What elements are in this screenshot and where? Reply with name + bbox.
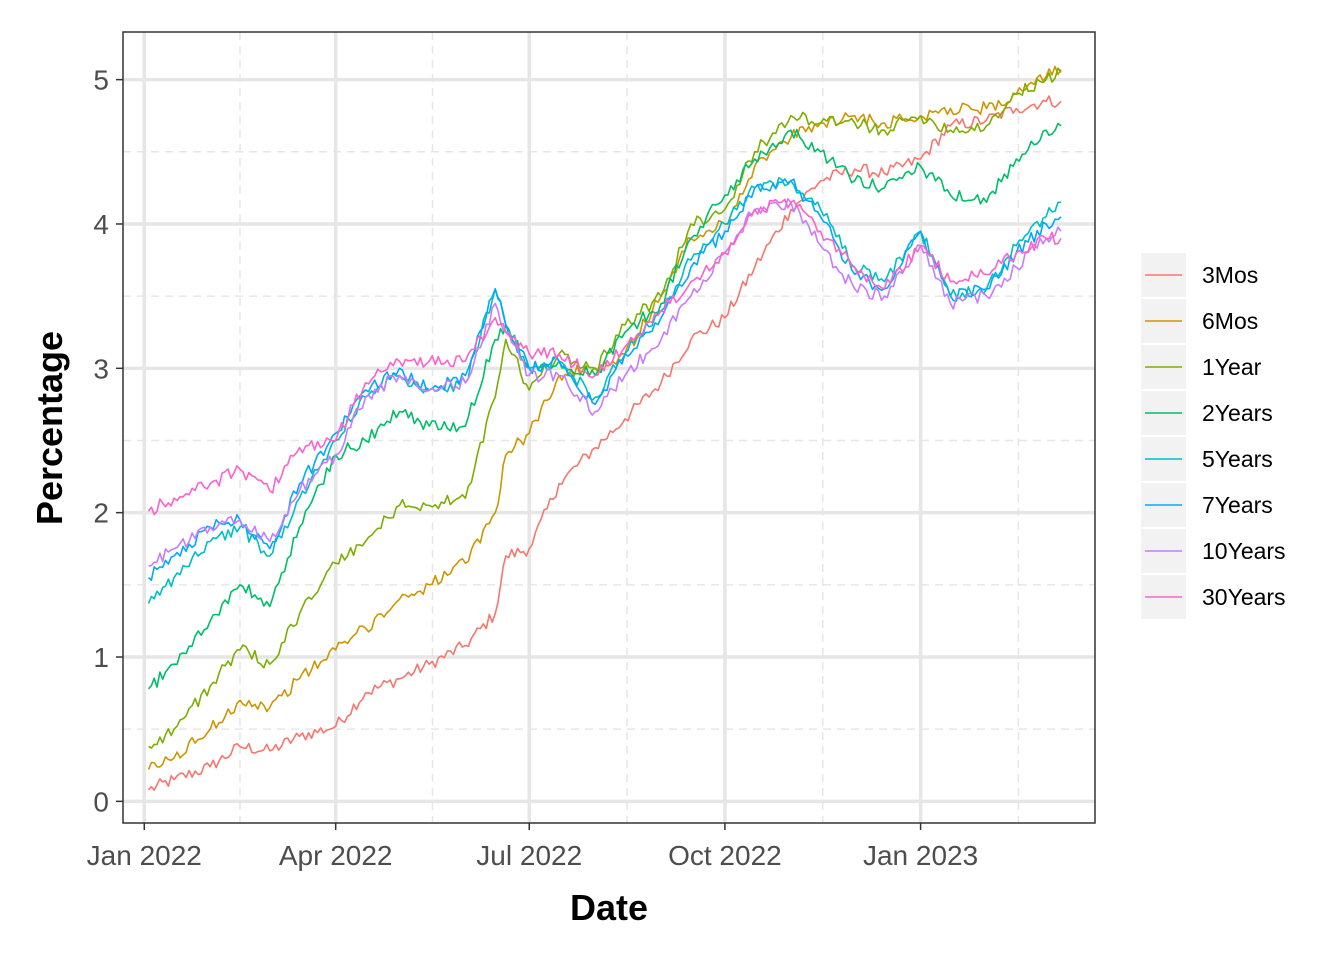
legend-label: 6Mos xyxy=(1202,308,1258,334)
legend-label: 2Years xyxy=(1202,400,1273,426)
y-tick-label: 5 xyxy=(93,65,109,96)
series-line-1year xyxy=(148,67,1062,749)
series-line-30years xyxy=(147,198,1062,516)
major-gridlines xyxy=(123,32,1095,823)
x-tick-label: Jan 2022 xyxy=(87,840,202,871)
legend-label: 3Mos xyxy=(1202,262,1258,288)
y-axis-title: Percentage xyxy=(29,331,70,525)
y-tick-label: 3 xyxy=(93,353,109,384)
series-lines xyxy=(147,65,1062,791)
plot-panel xyxy=(123,32,1095,823)
x-axis-title: Date xyxy=(570,887,648,928)
y-tick-label: 0 xyxy=(93,786,109,817)
legend-label: 30Years xyxy=(1202,584,1286,610)
legend-label: 1Year xyxy=(1202,354,1262,380)
legend-label: 7Years xyxy=(1202,492,1273,518)
minor-gridlines xyxy=(123,32,1095,823)
series-line-7years xyxy=(147,178,1062,582)
x-tick-label: Jan 2023 xyxy=(863,840,978,871)
x-axis: Jan 2022 Apr 2022 Jul 2022 Oct 2022 Jan 2023 xyxy=(87,823,978,871)
y-tick-label: 2 xyxy=(93,498,109,529)
series-line-10years xyxy=(148,198,1062,567)
y-axis: 0 1 2 3 4 5 xyxy=(93,65,123,817)
legend-label: 10Years xyxy=(1202,538,1286,564)
x-tick-label: Apr 2022 xyxy=(279,840,393,871)
y-tick-label: 1 xyxy=(93,642,109,673)
legend: 3Mos 6Mos 1Year 2Years 5Years 7Years 10Years 30… xyxy=(1141,253,1286,619)
y-tick-label: 4 xyxy=(93,209,109,240)
x-tick-label: Oct 2022 xyxy=(668,840,782,871)
plot-border xyxy=(122,31,1096,824)
series-line-3mos xyxy=(147,95,1062,791)
legend-label: 5Years xyxy=(1202,446,1273,472)
x-tick-label: Jul 2022 xyxy=(476,840,582,871)
